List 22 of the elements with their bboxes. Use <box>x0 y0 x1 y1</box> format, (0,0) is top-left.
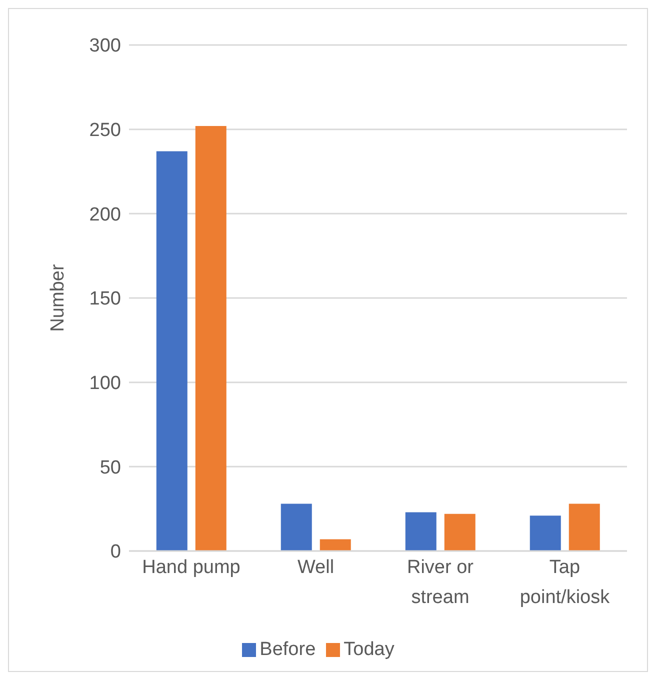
legend-label: Before <box>260 639 316 660</box>
x-tick-label: Hand pump <box>142 557 240 578</box>
y-tick-label: 250 <box>89 120 121 142</box>
legend-label: Today <box>344 639 394 660</box>
y-tick-label: 50 <box>100 457 121 478</box>
x-tick-label: Well <box>297 557 334 578</box>
y-tick-label: 200 <box>89 204 121 226</box>
bar <box>156 151 188 551</box>
y-axis-title: Number <box>48 264 69 332</box>
bar <box>195 126 226 551</box>
bar <box>568 504 600 551</box>
bar <box>280 504 312 551</box>
bar <box>320 539 351 551</box>
y-tick-label: 150 <box>89 288 121 310</box>
y-tick-label: 300 <box>89 36 121 57</box>
bar <box>405 512 436 551</box>
y-tick-label: 100 <box>89 373 121 394</box>
y-tick-label: 0 <box>110 542 121 563</box>
bar <box>530 516 561 551</box>
x-tick-label: River or stream <box>406 557 474 608</box>
x-tick-label: Tap point/kiosk <box>520 557 610 608</box>
bar <box>444 514 476 551</box>
